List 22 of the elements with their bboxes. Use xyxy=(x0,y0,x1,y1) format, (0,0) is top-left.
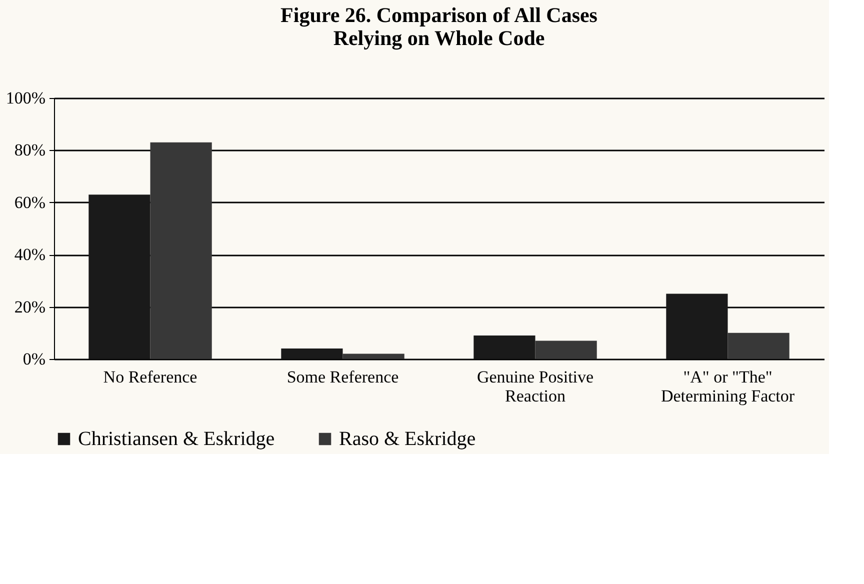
bar xyxy=(728,332,790,359)
bar xyxy=(88,194,150,359)
bar xyxy=(535,340,597,359)
bar xyxy=(281,348,343,359)
x-tick-label: No Reference xyxy=(103,368,198,386)
legend-label: Raso & Eskridge xyxy=(339,428,476,450)
x-tick-label: Genuine Positive Reaction xyxy=(476,368,594,406)
bar xyxy=(474,336,536,359)
y-tick-label: 40% xyxy=(14,245,46,264)
bar xyxy=(342,354,404,359)
y-tick-label: 80% xyxy=(14,140,46,160)
text: Relying on Whole Code xyxy=(333,26,545,50)
bar xyxy=(150,142,212,359)
bar xyxy=(666,294,728,359)
x-tick-label: "A" or "The" Determining Factor xyxy=(660,368,795,406)
y-tick-label: 60% xyxy=(14,192,46,212)
y-tick-label: 0% xyxy=(22,350,46,368)
x-tick-label: Some Reference xyxy=(286,368,399,386)
y-tick-label: 100% xyxy=(6,88,46,108)
legend-label: Christiansen & Eskridge xyxy=(78,428,275,450)
text: Figure 26. Comparison of All Cases xyxy=(280,3,598,27)
y-tick-label: 20% xyxy=(14,297,46,316)
